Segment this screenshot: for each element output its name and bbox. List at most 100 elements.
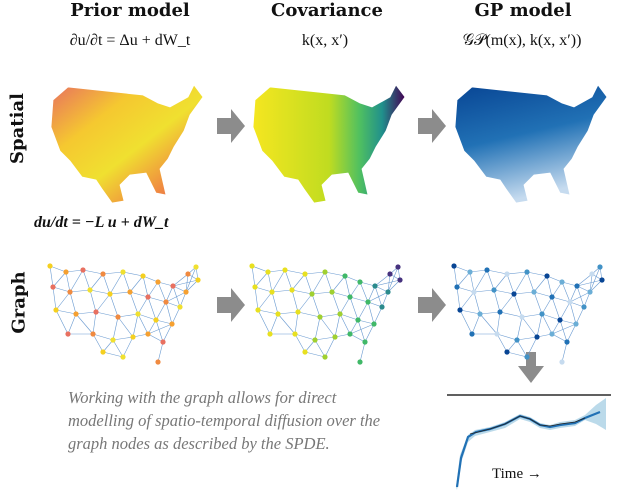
graph-edge [55, 309, 77, 315]
graph-node [185, 271, 191, 277]
graph-edge [344, 275, 361, 283]
graph-edge [496, 311, 501, 335]
graph-edge [506, 273, 515, 295]
graph-edge [559, 301, 571, 321]
graph-edge [155, 319, 173, 325]
graph-node [67, 289, 73, 295]
graph-node [531, 289, 537, 295]
graph-node [282, 267, 288, 273]
graph-edge [367, 291, 389, 303]
graph-node [120, 354, 126, 360]
graph-edge [65, 271, 71, 293]
graph-edge [559, 319, 568, 343]
graph-edge [284, 269, 306, 275]
graph-node [100, 271, 106, 277]
graph-edge [162, 323, 173, 343]
graph-edge [132, 313, 139, 338]
graph-edge [117, 313, 139, 318]
graph-node [155, 359, 161, 365]
graph-edge [331, 291, 351, 298]
graph-node [80, 267, 86, 273]
graph-edge [374, 273, 391, 287]
graph-node [145, 294, 151, 300]
graph-edge [479, 313, 498, 335]
graph-edge [319, 316, 336, 338]
graph-node [53, 307, 59, 313]
graph-edge [589, 266, 601, 293]
graph-node [255, 307, 261, 313]
graph-node [557, 317, 563, 323]
graph-edge [473, 289, 495, 293]
graph-edge [129, 291, 149, 298]
graph-edge [516, 316, 523, 341]
covariance-title: Covariance [271, 0, 383, 21]
graph-node [534, 334, 540, 340]
graph-edge [122, 271, 131, 293]
graph-node [177, 304, 183, 310]
graph-edge [576, 279, 603, 287]
graph-edge [513, 293, 523, 318]
graph-edge [486, 269, 495, 291]
graph-edge [277, 313, 296, 335]
graph-node [332, 334, 338, 340]
graph-edge [157, 281, 167, 303]
graph-edge [89, 289, 111, 295]
graph-node [524, 354, 530, 360]
graph-edge [334, 313, 341, 338]
graph-node [329, 289, 335, 295]
graph-edge [109, 291, 131, 295]
gp-model-title: GP model [474, 0, 572, 21]
graph-edge [49, 265, 67, 273]
graph-edge [155, 319, 164, 343]
graph-edge [551, 296, 561, 321]
graph-node [120, 269, 126, 275]
graph-edge [349, 323, 375, 335]
gp-graph-network [451, 263, 605, 365]
graph-edge [147, 296, 167, 303]
graph-node [135, 311, 141, 317]
graph-edge [172, 273, 189, 287]
graph-node [289, 287, 295, 293]
graph-edge [575, 306, 585, 325]
graph-edge [551, 333, 568, 343]
graph-edge [367, 285, 376, 303]
graph-edge [469, 269, 488, 273]
graph-edge [381, 291, 389, 308]
graph-edge [583, 291, 591, 308]
graph-edge [304, 273, 313, 295]
graph-edge [526, 271, 548, 277]
graph-node [397, 277, 403, 283]
graph-edge [513, 291, 535, 295]
graph-node [249, 263, 255, 269]
graph-node [93, 309, 99, 315]
graph-node [362, 339, 368, 345]
graph-edge [102, 339, 114, 353]
graph-edge [499, 311, 523, 318]
graph-node [87, 287, 93, 293]
graph-edge [147, 333, 164, 343]
graph-edge [112, 316, 119, 341]
graph-edge [269, 313, 279, 335]
graph-edge [551, 323, 577, 335]
graph-edge [551, 296, 571, 303]
graph-edge [102, 351, 124, 358]
graph-edge [304, 351, 326, 358]
graph-edge [311, 291, 333, 295]
graph-edge [147, 296, 157, 321]
graph-node [549, 294, 555, 300]
graph-edge [52, 286, 71, 293]
graph-edge [267, 271, 273, 293]
graph-node [145, 331, 151, 337]
graph-edge [473, 269, 488, 293]
graph-edge [314, 316, 321, 341]
graph-node [357, 359, 363, 365]
graph-node [564, 339, 570, 345]
graph-node [115, 314, 121, 320]
graph-edge [551, 319, 561, 335]
description-note: Working with the graph allows for direct… [68, 388, 381, 453]
graph-node [451, 263, 457, 269]
graph-edge [479, 311, 501, 315]
graph-edge [291, 289, 299, 313]
graph-edge [349, 296, 369, 303]
